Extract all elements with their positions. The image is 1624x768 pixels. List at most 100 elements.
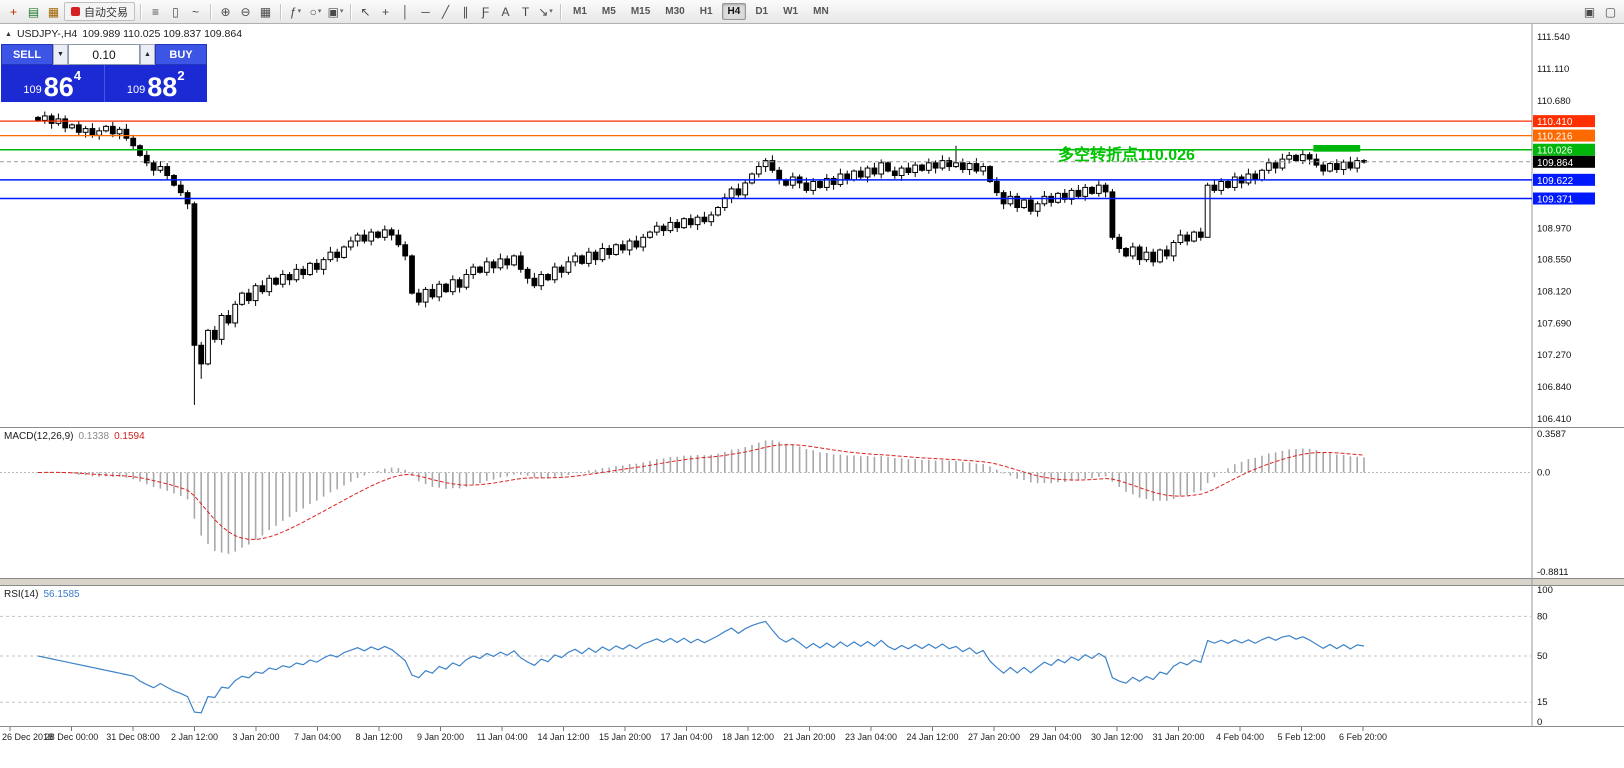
- timeframe-m30-button[interactable]: M30: [665, 6, 685, 17]
- zoom-in-icon[interactable]: ⊕: [220, 4, 231, 19]
- buy-price-pip: 2: [177, 68, 185, 83]
- price-badge-110.026: 110.026: [1533, 143, 1595, 157]
- panel-separator-band[interactable]: [0, 579, 1624, 585]
- lot-size-input[interactable]: [68, 44, 140, 65]
- macd-signal-value: 0.1594: [114, 431, 145, 442]
- svg-text:11 Jan 04:00: 11 Jan 04:00: [476, 732, 527, 742]
- timeframe-m1-button[interactable]: M1: [573, 6, 587, 17]
- timeframe-m5-button[interactable]: M5: [601, 6, 616, 17]
- svg-text:17 Jan 04:00: 17 Jan 04:00: [660, 732, 712, 742]
- highlight-rectangle[interactable]: [1313, 144, 1361, 152]
- timeframe-h4-button[interactable]: H4: [721, 3, 747, 20]
- svg-text:5 Feb 12:00: 5 Feb 12:00: [1277, 732, 1325, 742]
- timeframe-mn-button[interactable]: MN: [813, 6, 829, 17]
- svg-text:109.864: 109.864: [1537, 158, 1574, 169]
- svg-text:0.3587: 0.3587: [1537, 429, 1566, 440]
- one-click-trading-panel: SELL ▼ ▲ BUY 109 86 4 109 88 2: [1, 44, 207, 102]
- svg-text:110.410: 110.410: [1537, 117, 1573, 128]
- arrows-icon[interactable]: ↘ ▾: [538, 4, 553, 19]
- templates-icon[interactable]: ▣ ▾: [327, 4, 344, 19]
- horizontal-line-icon[interactable]: ─: [421, 4, 430, 19]
- sell-price-pip: 4: [73, 68, 82, 83]
- docking-icon[interactable]: ▢: [1604, 4, 1617, 19]
- auto-trading-button[interactable]: 自动交易: [64, 2, 135, 21]
- label-icon[interactable]: T: [521, 4, 530, 19]
- candlestick-chart-icon[interactable]: ▯: [172, 4, 179, 19]
- toolbar-right-group: ▣ ▢: [1580, 2, 1620, 21]
- auto-trading-label: 自动交易: [84, 6, 128, 19]
- svg-text:111.110: 111.110: [1537, 64, 1569, 75]
- panel-separator[interactable]: [0, 427, 1624, 428]
- fibonacci-icon[interactable]: Ƒ: [481, 4, 490, 19]
- bar-chart-icon[interactable]: ≡: [151, 4, 159, 19]
- lot-decrease-button[interactable]: ▼: [53, 44, 68, 65]
- buy-button[interactable]: BUY: [155, 44, 207, 65]
- trendline-icon[interactable]: ╱: [441, 4, 450, 19]
- svg-text:9 Jan 20:00: 9 Jan 20:00: [417, 732, 464, 742]
- svg-text:110.216: 110.216: [1537, 132, 1573, 143]
- svg-text:8 Jan 12:00: 8 Jan 12:00: [355, 732, 402, 742]
- timeframe-h1-button[interactable]: H1: [699, 6, 713, 17]
- profiles-icon[interactable]: ▦: [47, 4, 60, 19]
- chart-title: ▲ USDJPY-,H4 109.989 110.025 109.837 109…: [5, 28, 242, 40]
- new-order-icon[interactable]: +: [9, 4, 17, 19]
- panel-separator[interactable]: [0, 578, 1624, 579]
- chevron-down-icon: ▾: [549, 8, 553, 15]
- price-badge-109.371: 109.371: [1533, 192, 1595, 206]
- main-toolbar: + ▤ ▦ 自动交易 ≡ ▯ ~ ⊕ ⊖ ▦ ƒ ▾ ○ ▾ ▣ ▾ ↖ + │ ─ ╱ ∥ Ƒ A T ↘ ▾ M1 M5 M15 M30…: [0, 0, 1624, 24]
- toolbar-separator: [350, 3, 351, 20]
- macd-name: MACD(12,26,9): [4, 431, 74, 442]
- svg-text:109.371: 109.371: [1537, 195, 1574, 206]
- zoom-out-icon[interactable]: ⊖: [240, 4, 251, 19]
- svg-text:15 Jan 20:00: 15 Jan 20:00: [599, 732, 651, 742]
- macd-indicator-label: MACD(12,26,9) 0.1338 0.1594: [4, 431, 145, 442]
- periods-icon[interactable]: ○ ▾: [309, 4, 322, 19]
- line-chart-icon[interactable]: ~: [191, 4, 199, 19]
- chart-window-icon[interactable]: ▤: [27, 4, 40, 19]
- svg-text:0: 0: [1537, 717, 1542, 728]
- indicators-icon[interactable]: ƒ ▾: [289, 4, 302, 19]
- macd-signal-line: [37, 444, 1365, 540]
- svg-text:111.540: 111.540: [1537, 32, 1570, 43]
- rsi-axis[interactable]: 100 80 50 15 0: [1537, 585, 1553, 728]
- buy-price-prefix: 109: [126, 84, 146, 96]
- rsi-name: RSI(14): [4, 589, 39, 600]
- svg-text:108.550: 108.550: [1537, 255, 1571, 266]
- timeframe-w1-button[interactable]: W1: [783, 6, 799, 17]
- toolbar-separator: [560, 3, 561, 20]
- timeframe-d1-button[interactable]: D1: [755, 6, 769, 17]
- buy-price-big: 88: [147, 72, 178, 103]
- svg-text:23 Jan 04:00: 23 Jan 04:00: [845, 732, 897, 742]
- svg-text:18 Jan 12:00: 18 Jan 12:00: [722, 732, 774, 742]
- buy-price-button[interactable]: 109 88 2: [103, 65, 208, 103]
- cursor-icon[interactable]: ↖: [360, 4, 371, 19]
- svg-text:21 Jan 20:00: 21 Jan 20:00: [783, 732, 835, 742]
- panel-separator: [0, 585, 1624, 586]
- text-icon[interactable]: A: [501, 4, 510, 19]
- price-badge-110.216: 110.216: [1533, 129, 1595, 143]
- chart-text-annotation[interactable]: 多空转折点110.026: [1058, 147, 1195, 164]
- chart-symbol-period: USDJPY-,H4: [16, 28, 78, 40]
- channel-icon[interactable]: ∥: [462, 4, 469, 19]
- organize-windows-icon[interactable]: ▣: [1583, 4, 1596, 19]
- svg-text:24 Jan 12:00: 24 Jan 12:00: [906, 732, 958, 742]
- lot-increase-button[interactable]: ▲: [140, 44, 155, 65]
- svg-text:2 Jan 12:00: 2 Jan 12:00: [171, 732, 218, 742]
- macd-main-value: 0.1338: [78, 431, 110, 442]
- sell-price-button[interactable]: 109 86 4: [1, 65, 104, 102]
- crosshair-icon[interactable]: +: [381, 4, 389, 19]
- svg-text:31 Jan 20:00: 31 Jan 20:00: [1152, 732, 1204, 742]
- macd-axis[interactable]: 0.3587 0.0 -0.8811: [1537, 429, 1569, 578]
- price-badge-110.410: 110.410: [1533, 115, 1595, 128]
- chart-menu-icon[interactable]: ▲: [5, 30, 12, 38]
- sell-button[interactable]: SELL: [1, 44, 53, 65]
- timeframe-m15-button[interactable]: M15: [630, 6, 651, 17]
- tile-windows-icon[interactable]: ▦: [259, 4, 272, 19]
- price-axis[interactable]: 111.540 111.110 110.680 108.970 108.550 108.1…: [1537, 32, 1571, 425]
- toolbar-separator: [210, 3, 211, 20]
- vertical-line-icon[interactable]: │: [401, 4, 410, 19]
- time-axis-separator: [0, 726, 1624, 727]
- svg-text:106.840: 106.840: [1537, 382, 1571, 393]
